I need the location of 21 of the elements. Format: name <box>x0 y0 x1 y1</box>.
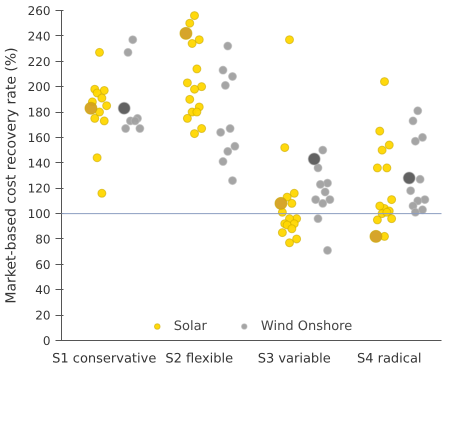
y-tick-label: 160 <box>28 130 50 145</box>
x-tick-label: S4 radical <box>356 352 422 366</box>
y-tick-label: 20 <box>35 308 51 323</box>
y-tick-label: 80 <box>35 232 51 246</box>
y-tick-label: 260 <box>28 4 50 18</box>
y-tick-label: 40 <box>35 283 51 298</box>
y-tick-label: 100 <box>28 207 50 222</box>
y-tick-label: 120 <box>28 182 50 196</box>
y-axis-title: Market-based cost recovery rate (%) <box>4 47 20 304</box>
y-tick-label: 200 <box>28 80 50 94</box>
y-tick-label: 220 <box>28 54 50 69</box>
legend-label: Wind Onshore <box>260 318 352 334</box>
x-tick-label: S2 flexible <box>165 352 234 366</box>
y-tick-label: 60 <box>35 258 51 272</box>
y-tick-label: 140 <box>28 156 50 170</box>
y-tick-label: 240 <box>28 29 50 44</box>
y-tick-label: 180 <box>28 106 50 120</box>
y-tick-label: 0 <box>42 334 51 348</box>
x-tick-label: S3 variable <box>258 352 331 366</box>
legend-label: Solar <box>174 318 207 334</box>
x-tick-label: S1 conservative <box>52 352 156 366</box>
